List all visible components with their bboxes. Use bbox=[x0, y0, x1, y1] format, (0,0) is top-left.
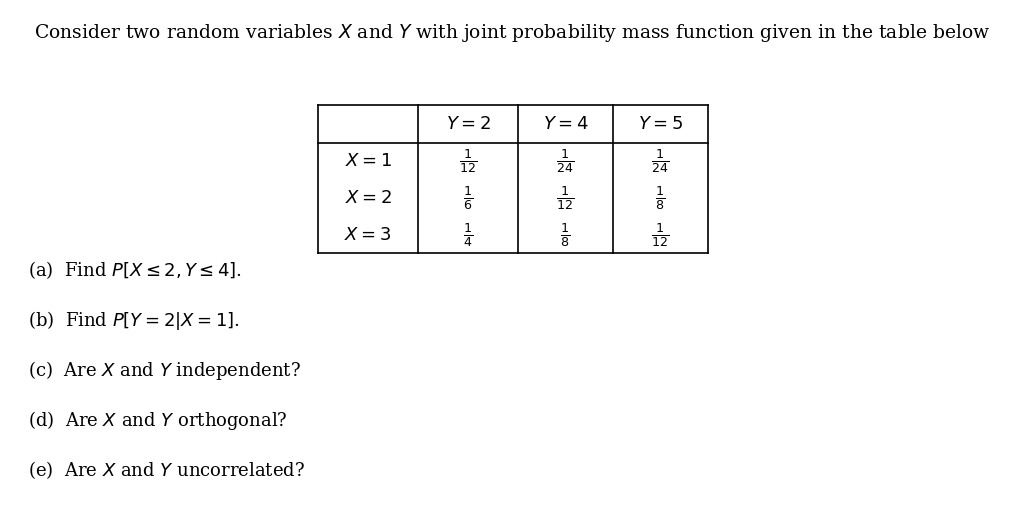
Text: $\frac{1}{24}$: $\frac{1}{24}$ bbox=[651, 147, 670, 175]
Text: Consider two random variables $X$ and $Y$ with joint probability mass function g: Consider two random variables $X$ and $Y… bbox=[34, 22, 990, 44]
Text: $\frac{1}{12}$: $\frac{1}{12}$ bbox=[556, 184, 574, 212]
Text: $Y = 5$: $Y = 5$ bbox=[638, 115, 683, 133]
Text: (e)  Are $X$ and $Y$ uncorrelated?: (e) Are $X$ and $Y$ uncorrelated? bbox=[28, 459, 305, 481]
Text: $\frac{1}{12}$: $\frac{1}{12}$ bbox=[459, 147, 477, 175]
Text: $X = 1$: $X = 1$ bbox=[344, 153, 391, 170]
Text: (d)  Are $X$ and $Y$ orthogonal?: (d) Are $X$ and $Y$ orthogonal? bbox=[28, 409, 288, 431]
Text: $Y = 2$: $Y = 2$ bbox=[445, 115, 490, 133]
Text: $X = 3$: $X = 3$ bbox=[344, 226, 391, 244]
Text: (a)  Find $P[X \leq 2, Y \leq 4]$.: (a) Find $P[X \leq 2, Y \leq 4]$. bbox=[28, 259, 242, 281]
Text: $Y = 4$: $Y = 4$ bbox=[543, 115, 588, 133]
Text: $\frac{1}{8}$: $\frac{1}{8}$ bbox=[560, 221, 570, 249]
Text: $\frac{1}{8}$: $\frac{1}{8}$ bbox=[655, 184, 666, 212]
Text: $X = 2$: $X = 2$ bbox=[344, 189, 391, 207]
Text: $\frac{1}{24}$: $\frac{1}{24}$ bbox=[556, 147, 574, 175]
Text: (c)  Are $X$ and $Y$ independent?: (c) Are $X$ and $Y$ independent? bbox=[28, 359, 301, 381]
Text: $\frac{1}{6}$: $\frac{1}{6}$ bbox=[463, 184, 473, 212]
Text: $\frac{1}{4}$: $\frac{1}{4}$ bbox=[463, 221, 473, 249]
Text: (b)  Find $P[Y = 2|X = 1]$.: (b) Find $P[Y = 2|X = 1]$. bbox=[28, 309, 240, 331]
Text: $\frac{1}{12}$: $\frac{1}{12}$ bbox=[651, 221, 670, 249]
